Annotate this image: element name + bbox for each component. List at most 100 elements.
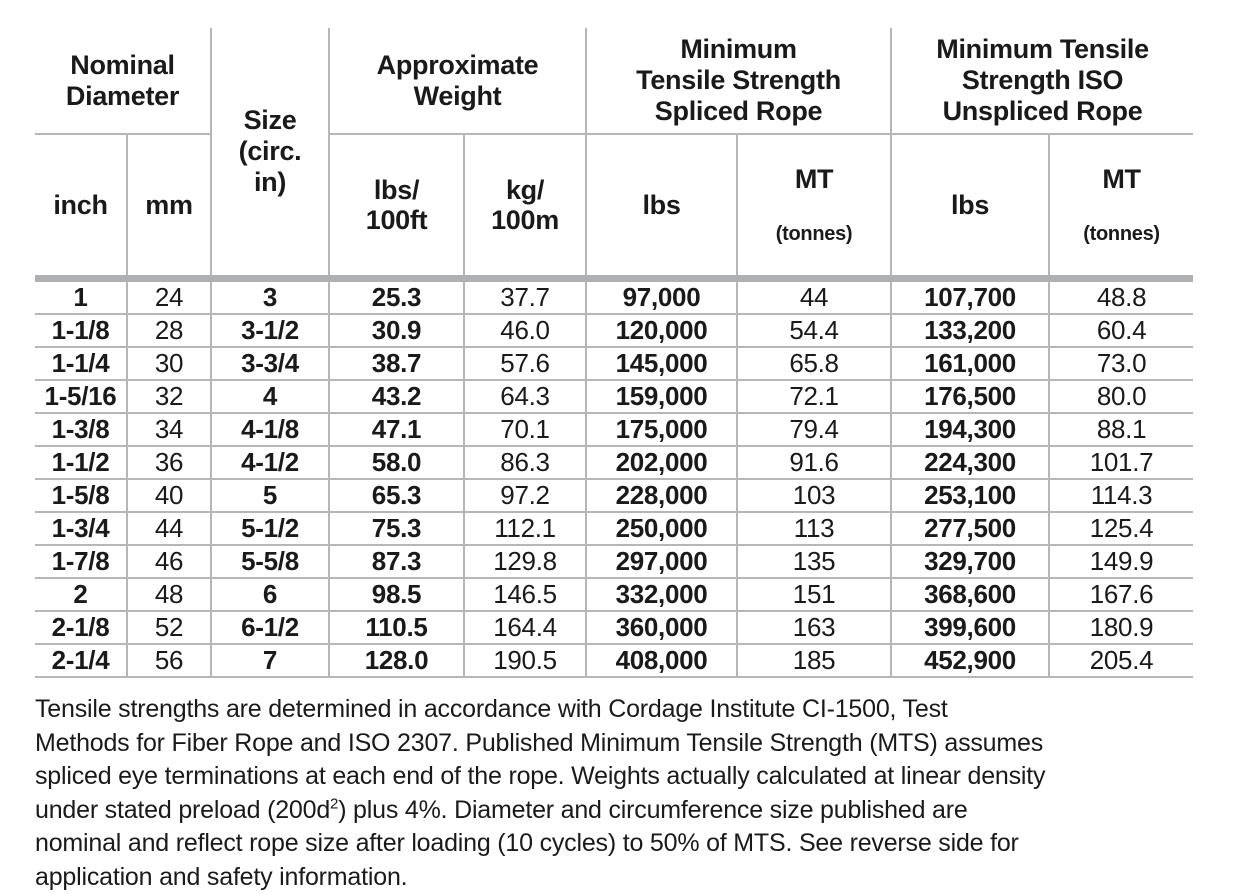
- mt-label: MT: [738, 165, 890, 193]
- table-cell: 128.0: [329, 644, 464, 677]
- table-cell: 43.2: [329, 380, 464, 413]
- table-cell: 452,900: [891, 644, 1049, 677]
- table-cell: 34: [127, 413, 211, 446]
- table-cell: 5: [211, 479, 329, 512]
- header-size-circ-in: Size (circ. in): [211, 28, 329, 279]
- table-cell: 408,000: [586, 644, 737, 677]
- table-cell: 32: [127, 380, 211, 413]
- table-cell: 125.4: [1049, 512, 1193, 545]
- header-min-tensile-iso-unspliced: Minimum Tensile Strength ISO Unspliced R…: [891, 28, 1193, 134]
- table-cell: 4-1/2: [211, 446, 329, 479]
- subheader-iso-lbs: lbs: [891, 134, 1049, 279]
- footnote-line: under stated preload (200d2) plus 4%. Di…: [35, 794, 1210, 828]
- table-cell: 91.6: [737, 446, 891, 479]
- table-cell: 253,100: [891, 479, 1049, 512]
- table-cell: 1-1/8: [35, 314, 127, 347]
- mt-unit-label: (tonnes): [738, 223, 890, 245]
- table-cell: 47.1: [329, 413, 464, 446]
- table-cell: 4-1/8: [211, 413, 329, 446]
- table-cell: 360,000: [586, 611, 737, 644]
- footnote-line: nominal and reflect rope size after load…: [35, 827, 1210, 861]
- table-cell: 5-5/8: [211, 545, 329, 578]
- table-cell: 146.5: [464, 578, 586, 611]
- table-cell: 1-7/8: [35, 545, 127, 578]
- table-cell: 176,500: [891, 380, 1049, 413]
- header-approximate-weight: Approximate Weight: [329, 28, 586, 134]
- footnote: Tensile strengths are determined in acco…: [35, 693, 1210, 894]
- table-cell: 3-1/2: [211, 314, 329, 347]
- table-cell: 101.7: [1049, 446, 1193, 479]
- table-cell: 2-1/4: [35, 644, 127, 677]
- subheader-mm: mm: [127, 134, 211, 279]
- footnote-line: application and safety information.: [35, 861, 1210, 894]
- table-cell: 1-3/8: [35, 413, 127, 446]
- table-cell: 4: [211, 380, 329, 413]
- table-cell: 114.3: [1049, 479, 1193, 512]
- footnote-line: Methods for Fiber Rope and ISO 2307. Pub…: [35, 727, 1210, 761]
- table-cell: 57.6: [464, 347, 586, 380]
- footnote-line: spliced eye terminations at each end of …: [35, 760, 1210, 794]
- table-cell: 24: [127, 279, 211, 315]
- table-cell: 48.8: [1049, 279, 1193, 315]
- table-cell: 194,300: [891, 413, 1049, 446]
- table-cell: 2-1/8: [35, 611, 127, 644]
- table-cell: 164.4: [464, 611, 586, 644]
- table-cell: 37.7: [464, 279, 586, 315]
- table-cell: 97,000: [586, 279, 737, 315]
- table-cell: 3-3/4: [211, 347, 329, 380]
- table-cell: 70.1: [464, 413, 586, 446]
- table-cell: 65.8: [737, 347, 891, 380]
- table-cell: 64.3: [464, 380, 586, 413]
- table-cell: 98.5: [329, 578, 464, 611]
- table-cell: 56: [127, 644, 211, 677]
- table-cell: 5-1/2: [211, 512, 329, 545]
- table-cell: 332,000: [586, 578, 737, 611]
- table-cell: 145,000: [586, 347, 737, 380]
- table-cell: 224,300: [891, 446, 1049, 479]
- footnote-line: Tensile strengths are determined in acco…: [35, 693, 1210, 727]
- table-cell: 297,000: [586, 545, 737, 578]
- table-cell: 120,000: [586, 314, 737, 347]
- table-cell: 28: [127, 314, 211, 347]
- subheader-inch: inch: [35, 134, 127, 279]
- table-cell: 175,000: [586, 413, 737, 446]
- table-cell: 1: [35, 279, 127, 315]
- table-cell: 30.9: [329, 314, 464, 347]
- table-cell: 65.3: [329, 479, 464, 512]
- table-cell: 2: [35, 578, 127, 611]
- table-cell: 38.7: [329, 347, 464, 380]
- table-cell: 133,200: [891, 314, 1049, 347]
- table-cell: 329,700: [891, 545, 1049, 578]
- table-cell: 86.3: [464, 446, 586, 479]
- table-cell: 163: [737, 611, 891, 644]
- table-cell: 36: [127, 446, 211, 479]
- table-cell: 228,000: [586, 479, 737, 512]
- table-cell: 40: [127, 479, 211, 512]
- table-cell: 112.1: [464, 512, 586, 545]
- table-cell: 277,500: [891, 512, 1049, 545]
- table-cell: 190.5: [464, 644, 586, 677]
- table-cell: 46.0: [464, 314, 586, 347]
- table-cell: 368,600: [891, 578, 1049, 611]
- table-cell: 44: [737, 279, 891, 315]
- table-cell: 60.4: [1049, 314, 1193, 347]
- table-cell: 54.4: [737, 314, 891, 347]
- header-nominal-diameter: Nominal Diameter: [35, 28, 211, 134]
- subheader-iso-mt-tonnes: MT (tonnes): [1049, 134, 1193, 279]
- table-cell: 110.5: [329, 611, 464, 644]
- subheader-spliced-lbs: lbs: [586, 134, 737, 279]
- table-cell: 180.9: [1049, 611, 1193, 644]
- table-cell: 113: [737, 512, 891, 545]
